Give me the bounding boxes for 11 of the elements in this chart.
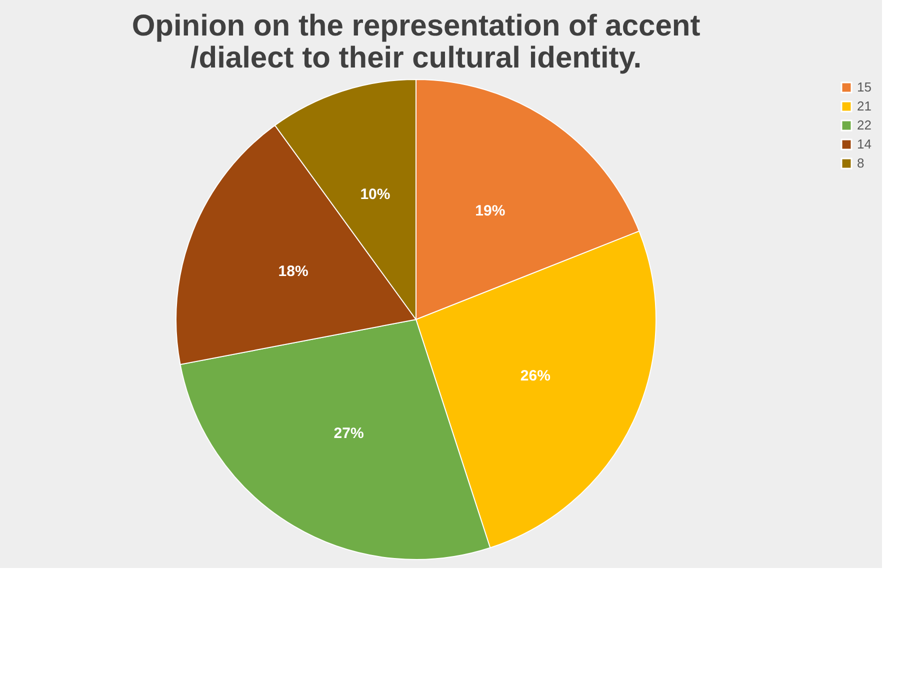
data-label: 27% <box>334 425 364 442</box>
legend-label: 21 <box>857 98 872 114</box>
data-label: 19% <box>475 202 506 220</box>
chart-title: Opinion on the representation of accent /dialect to their cultural identity. <box>132 10 700 74</box>
legend-label: 8 <box>857 156 864 170</box>
data-label: 26% <box>520 368 550 385</box>
legend-label: 22 <box>857 118 872 132</box>
data-label: 10% <box>360 186 390 203</box>
data-label: 18% <box>278 262 308 280</box>
legend-label: 15 <box>857 80 872 94</box>
legend-label: 14 <box>857 136 872 152</box>
